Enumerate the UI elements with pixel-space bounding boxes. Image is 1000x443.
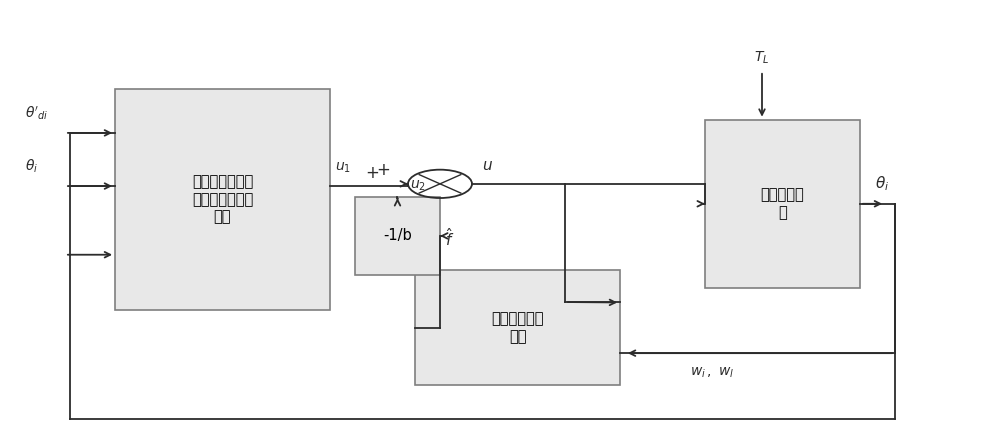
Text: 基于动态面的自
适应反演滑模控
制器: 基于动态面的自 适应反演滑模控 制器 bbox=[192, 175, 253, 224]
Text: $u$: $u$ bbox=[482, 158, 493, 173]
Text: $\theta'_{di}$: $\theta'_{di}$ bbox=[25, 104, 49, 122]
Text: $u_1$: $u_1$ bbox=[335, 160, 351, 175]
Text: +: + bbox=[366, 163, 379, 182]
FancyBboxPatch shape bbox=[705, 120, 860, 288]
Text: 直流无刷电
机: 直流无刷电 机 bbox=[761, 187, 804, 220]
Text: $w_i\,,\ w_l$: $w_i\,,\ w_l$ bbox=[690, 366, 734, 380]
Text: -1/b: -1/b bbox=[383, 229, 412, 243]
Text: $\boldsymbol{T_L}$: $\boldsymbol{T_L}$ bbox=[754, 50, 770, 66]
Text: $\hat{f}$: $\hat{f}$ bbox=[445, 227, 454, 249]
Text: $\theta_i$: $\theta_i$ bbox=[875, 174, 889, 193]
Text: 非线性干扰观
测器: 非线性干扰观 测器 bbox=[491, 311, 544, 344]
FancyBboxPatch shape bbox=[115, 89, 330, 310]
FancyBboxPatch shape bbox=[355, 197, 440, 275]
Text: $\theta_i$: $\theta_i$ bbox=[25, 157, 38, 175]
FancyBboxPatch shape bbox=[415, 270, 620, 385]
Text: +: + bbox=[376, 161, 390, 179]
Text: $u_2$: $u_2$ bbox=[410, 178, 426, 193]
